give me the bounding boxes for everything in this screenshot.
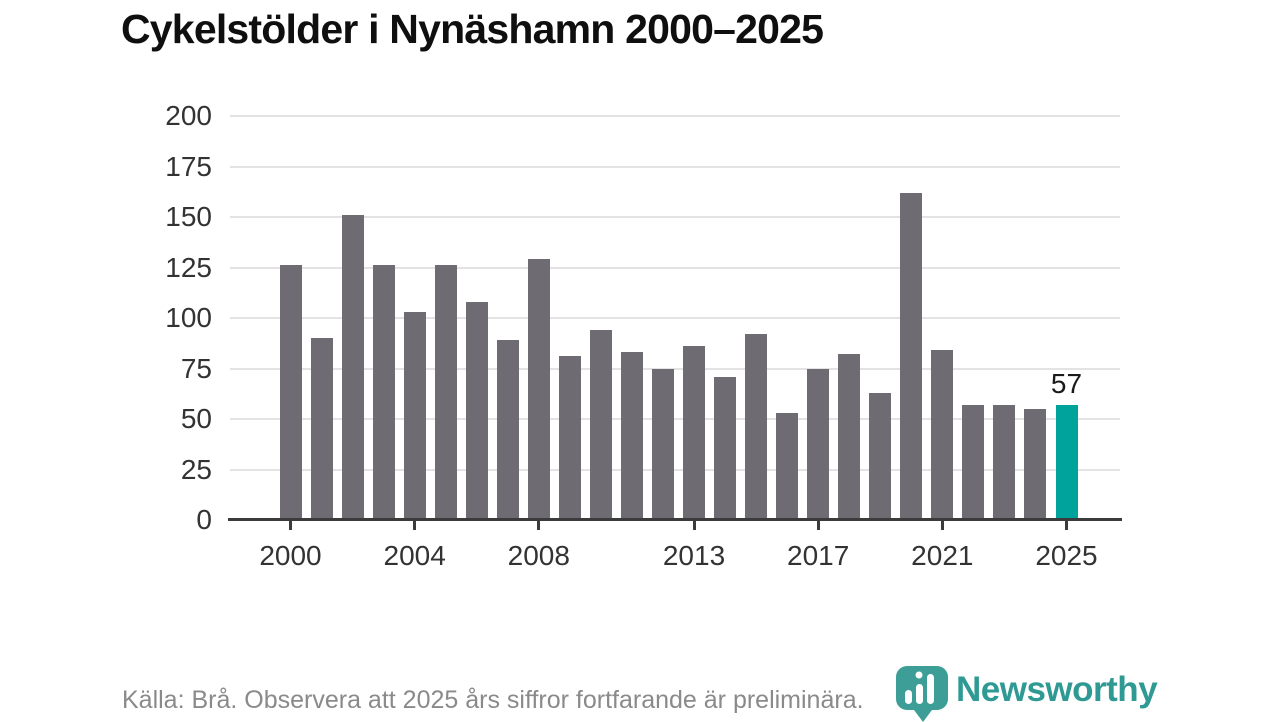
bar-chart-plot: 0 25 50 75 100 125 150 175 200 2000 2004 2008 2013 20… [165,102,1122,571]
bar-2023 [993,404,1016,518]
y-axis-label-125: 125 [165,251,212,283]
x-axis-tick-2008 [537,521,541,530]
highlight-value-label: 57 [1050,367,1083,399]
bar-2025 [1055,404,1078,518]
bar-2000 [279,265,302,518]
newsworthy-wordmark: Newsworthy [956,670,1158,709]
x-axis-label-2025: 2025 [1035,540,1098,571]
bar-2008 [527,259,550,518]
gridline-125 [230,266,1120,269]
chart-title: Cykelstölder i Nynäshamn 2000–2025 [121,6,824,52]
bar-2018 [838,354,861,518]
bar-2009 [558,356,581,518]
gridline-150 [230,216,1120,218]
y-axis-label-200: 200 [165,100,212,131]
x-axis-label-2013: 2013 [662,540,726,571]
x-axis-label-2004: 2004 [383,540,446,571]
x-axis-tick-2000 [289,521,292,530]
bar-2012 [651,368,674,518]
source-note: Källa: Brå. Observera att 2025 års siffr… [122,686,864,714]
y-axis-label-150: 150 [165,201,212,232]
bar-2020 [900,192,923,518]
bar-2024 [1024,408,1047,518]
y-axis-label-175: 175 [165,150,212,182]
gridline-175 [230,165,1120,168]
bar-2013 [683,346,706,518]
x-axis-tick-2017 [816,521,820,530]
x-axis-tick-2004 [413,521,417,530]
y-axis-label-100: 100 [165,302,212,333]
bar-2019 [869,392,892,518]
bar-2003 [372,265,395,518]
x-axis-tick-2025 [1065,521,1068,530]
bar-2006 [465,301,488,518]
bar-2014 [714,376,737,518]
y-axis-label-50: 50 [180,403,212,434]
bar-2007 [496,340,519,518]
bar-2017 [807,368,830,518]
y-axis-label-75: 75 [180,352,212,384]
newsworthy-logo: Newsworthy [894,662,1174,722]
x-axis-label-2021: 2021 [911,540,974,571]
x-axis-line [228,518,1122,521]
newsworthy-speech-bubble-bar-chart-icon [896,666,948,722]
gridline-100 [230,317,1120,319]
gridline-50 [230,418,1120,420]
x-axis-label-2008: 2008 [507,540,570,571]
x-axis-label-2017: 2017 [787,540,850,571]
bar-2011 [620,352,643,518]
y-axis-label-0: 0 [196,504,212,535]
x-axis-tick-2021 [940,521,944,530]
bar-2016 [776,412,799,518]
bar-2021 [931,350,954,518]
gridline-75 [230,367,1120,370]
gridline-200 [230,115,1120,117]
bar-2015 [745,334,768,518]
bar-2004 [403,311,426,518]
bar-2005 [434,265,457,518]
bar-2001 [310,338,333,518]
y-axis-label-25: 25 [180,453,212,485]
gridline-25 [230,468,1120,471]
bar-2010 [589,330,612,518]
bar-2002 [341,214,364,518]
x-axis-label-2000: 2000 [259,540,322,571]
bar-2022 [962,404,985,518]
x-axis-tick-2013 [692,521,696,530]
